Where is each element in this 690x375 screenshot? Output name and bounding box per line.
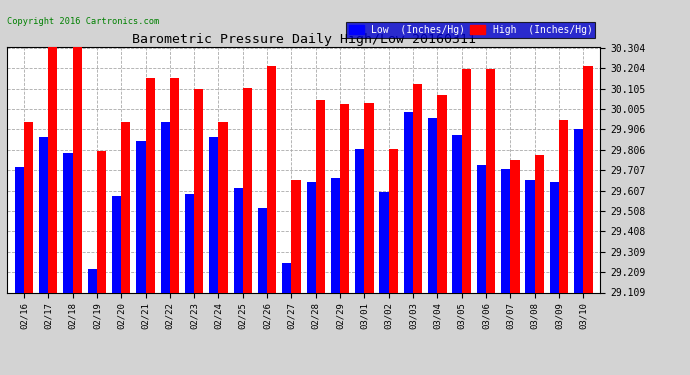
Bar [428,118,437,292]
Bar [501,170,511,292]
Bar [340,104,349,292]
Bar [170,78,179,292]
Bar [121,122,130,292]
Bar [291,180,301,292]
Bar [316,100,325,292]
Bar [559,120,568,292]
Bar [535,155,544,292]
Bar [477,165,486,292]
Bar [583,66,593,292]
Bar [486,69,495,292]
Bar [453,135,462,292]
Bar [209,137,219,292]
Bar [413,84,422,292]
Bar [574,129,583,292]
Bar [48,45,57,292]
Bar [550,182,559,292]
Bar [355,149,364,292]
Bar [267,66,277,292]
Bar [97,151,106,292]
Bar [146,78,155,292]
Bar [185,194,194,292]
Bar [380,192,388,292]
Bar [525,180,535,292]
Bar [437,95,446,292]
Bar [137,141,146,292]
Bar [39,137,48,292]
Bar [364,103,374,292]
Bar [282,262,291,292]
Bar [14,167,24,292]
Bar [388,149,398,292]
Legend: Low  (Inches/Hg), High  (Inches/Hg): Low (Inches/Hg), High (Inches/Hg) [346,22,595,38]
Bar [63,153,72,292]
Text: Copyright 2016 Cartronics.com: Copyright 2016 Cartronics.com [7,17,159,26]
Bar [194,88,204,292]
Bar [24,122,33,292]
Bar [331,178,340,292]
Bar [306,182,316,292]
Bar [243,88,252,292]
Bar [219,122,228,292]
Bar [233,188,243,292]
Bar [404,112,413,292]
Bar [161,122,170,292]
Bar [462,69,471,292]
Bar [72,45,82,292]
Bar [88,269,97,292]
Title: Barometric Pressure Daily High/Low 20160311: Barometric Pressure Daily High/Low 20160… [132,33,475,46]
Bar [511,160,520,292]
Bar [258,209,267,292]
Bar [112,196,121,292]
